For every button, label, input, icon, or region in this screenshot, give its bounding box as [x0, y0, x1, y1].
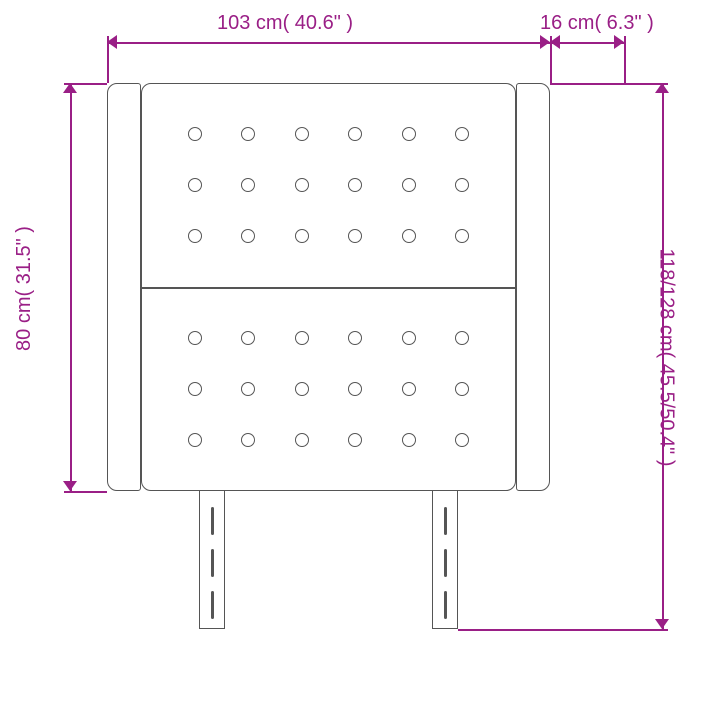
- dimension-arrow: [655, 619, 669, 629]
- dimension-label: 103 cm( 40.6" ): [217, 12, 353, 35]
- tuft-button: [348, 178, 362, 192]
- tuft-button: [188, 382, 202, 396]
- headboard-wing-right: [516, 83, 550, 491]
- tuft-button: [188, 229, 202, 243]
- leg-slot: [211, 507, 214, 535]
- leg-slot: [444, 507, 447, 535]
- panel-seam: [141, 287, 516, 289]
- dimension-arrow: [655, 83, 669, 93]
- leg-slot: [211, 549, 214, 577]
- tuft-button: [402, 331, 416, 345]
- tuft-button: [241, 178, 255, 192]
- dimension-line: [458, 629, 668, 631]
- dimension-line: [107, 42, 550, 44]
- dimension-arrow: [540, 35, 550, 49]
- tuft-button: [188, 331, 202, 345]
- tuft-button: [241, 433, 255, 447]
- tuft-button: [188, 178, 202, 192]
- dimension-line: [70, 83, 72, 491]
- dimension-line: [624, 36, 626, 83]
- headboard-wing-left: [107, 83, 141, 491]
- dimension-label: 16 cm( 6.3" ): [540, 12, 654, 35]
- tuft-button: [402, 178, 416, 192]
- tuft-button: [455, 382, 469, 396]
- tuft-button: [348, 331, 362, 345]
- tuft-button: [241, 229, 255, 243]
- tuft-button: [402, 382, 416, 396]
- tuft-button: [188, 433, 202, 447]
- tuft-button: [455, 127, 469, 141]
- tuft-button: [348, 127, 362, 141]
- tuft-button: [295, 178, 309, 192]
- tuft-button: [455, 178, 469, 192]
- tuft-button: [402, 433, 416, 447]
- dimension-line: [550, 83, 668, 85]
- dimension-arrow: [614, 35, 624, 49]
- tuft-button: [455, 331, 469, 345]
- tuft-button: [295, 382, 309, 396]
- dimension-arrow: [63, 83, 77, 93]
- tuft-button: [455, 229, 469, 243]
- tuft-button: [348, 433, 362, 447]
- tuft-button: [348, 229, 362, 243]
- tuft-button: [295, 433, 309, 447]
- dimension-line: [64, 491, 107, 493]
- dimension-arrow: [107, 35, 117, 49]
- leg-slot: [444, 549, 447, 577]
- tuft-button: [241, 127, 255, 141]
- tuft-button: [241, 331, 255, 345]
- dimension-arrow: [63, 481, 77, 491]
- leg-slot: [211, 591, 214, 619]
- dimension-arrow: [550, 35, 560, 49]
- leg-slot: [444, 591, 447, 619]
- dimension-line: [550, 42, 624, 44]
- dimension-label: 118/128 cm( 45.5/50.4" ): [654, 249, 677, 467]
- tuft-button: [295, 229, 309, 243]
- tuft-button: [455, 433, 469, 447]
- tuft-button: [241, 382, 255, 396]
- tuft-button: [348, 382, 362, 396]
- tuft-button: [188, 127, 202, 141]
- tuft-button: [295, 331, 309, 345]
- dimension-label: 80 cm( 31.5" ): [13, 226, 36, 351]
- tuft-button: [402, 127, 416, 141]
- tuft-button: [402, 229, 416, 243]
- tuft-button: [295, 127, 309, 141]
